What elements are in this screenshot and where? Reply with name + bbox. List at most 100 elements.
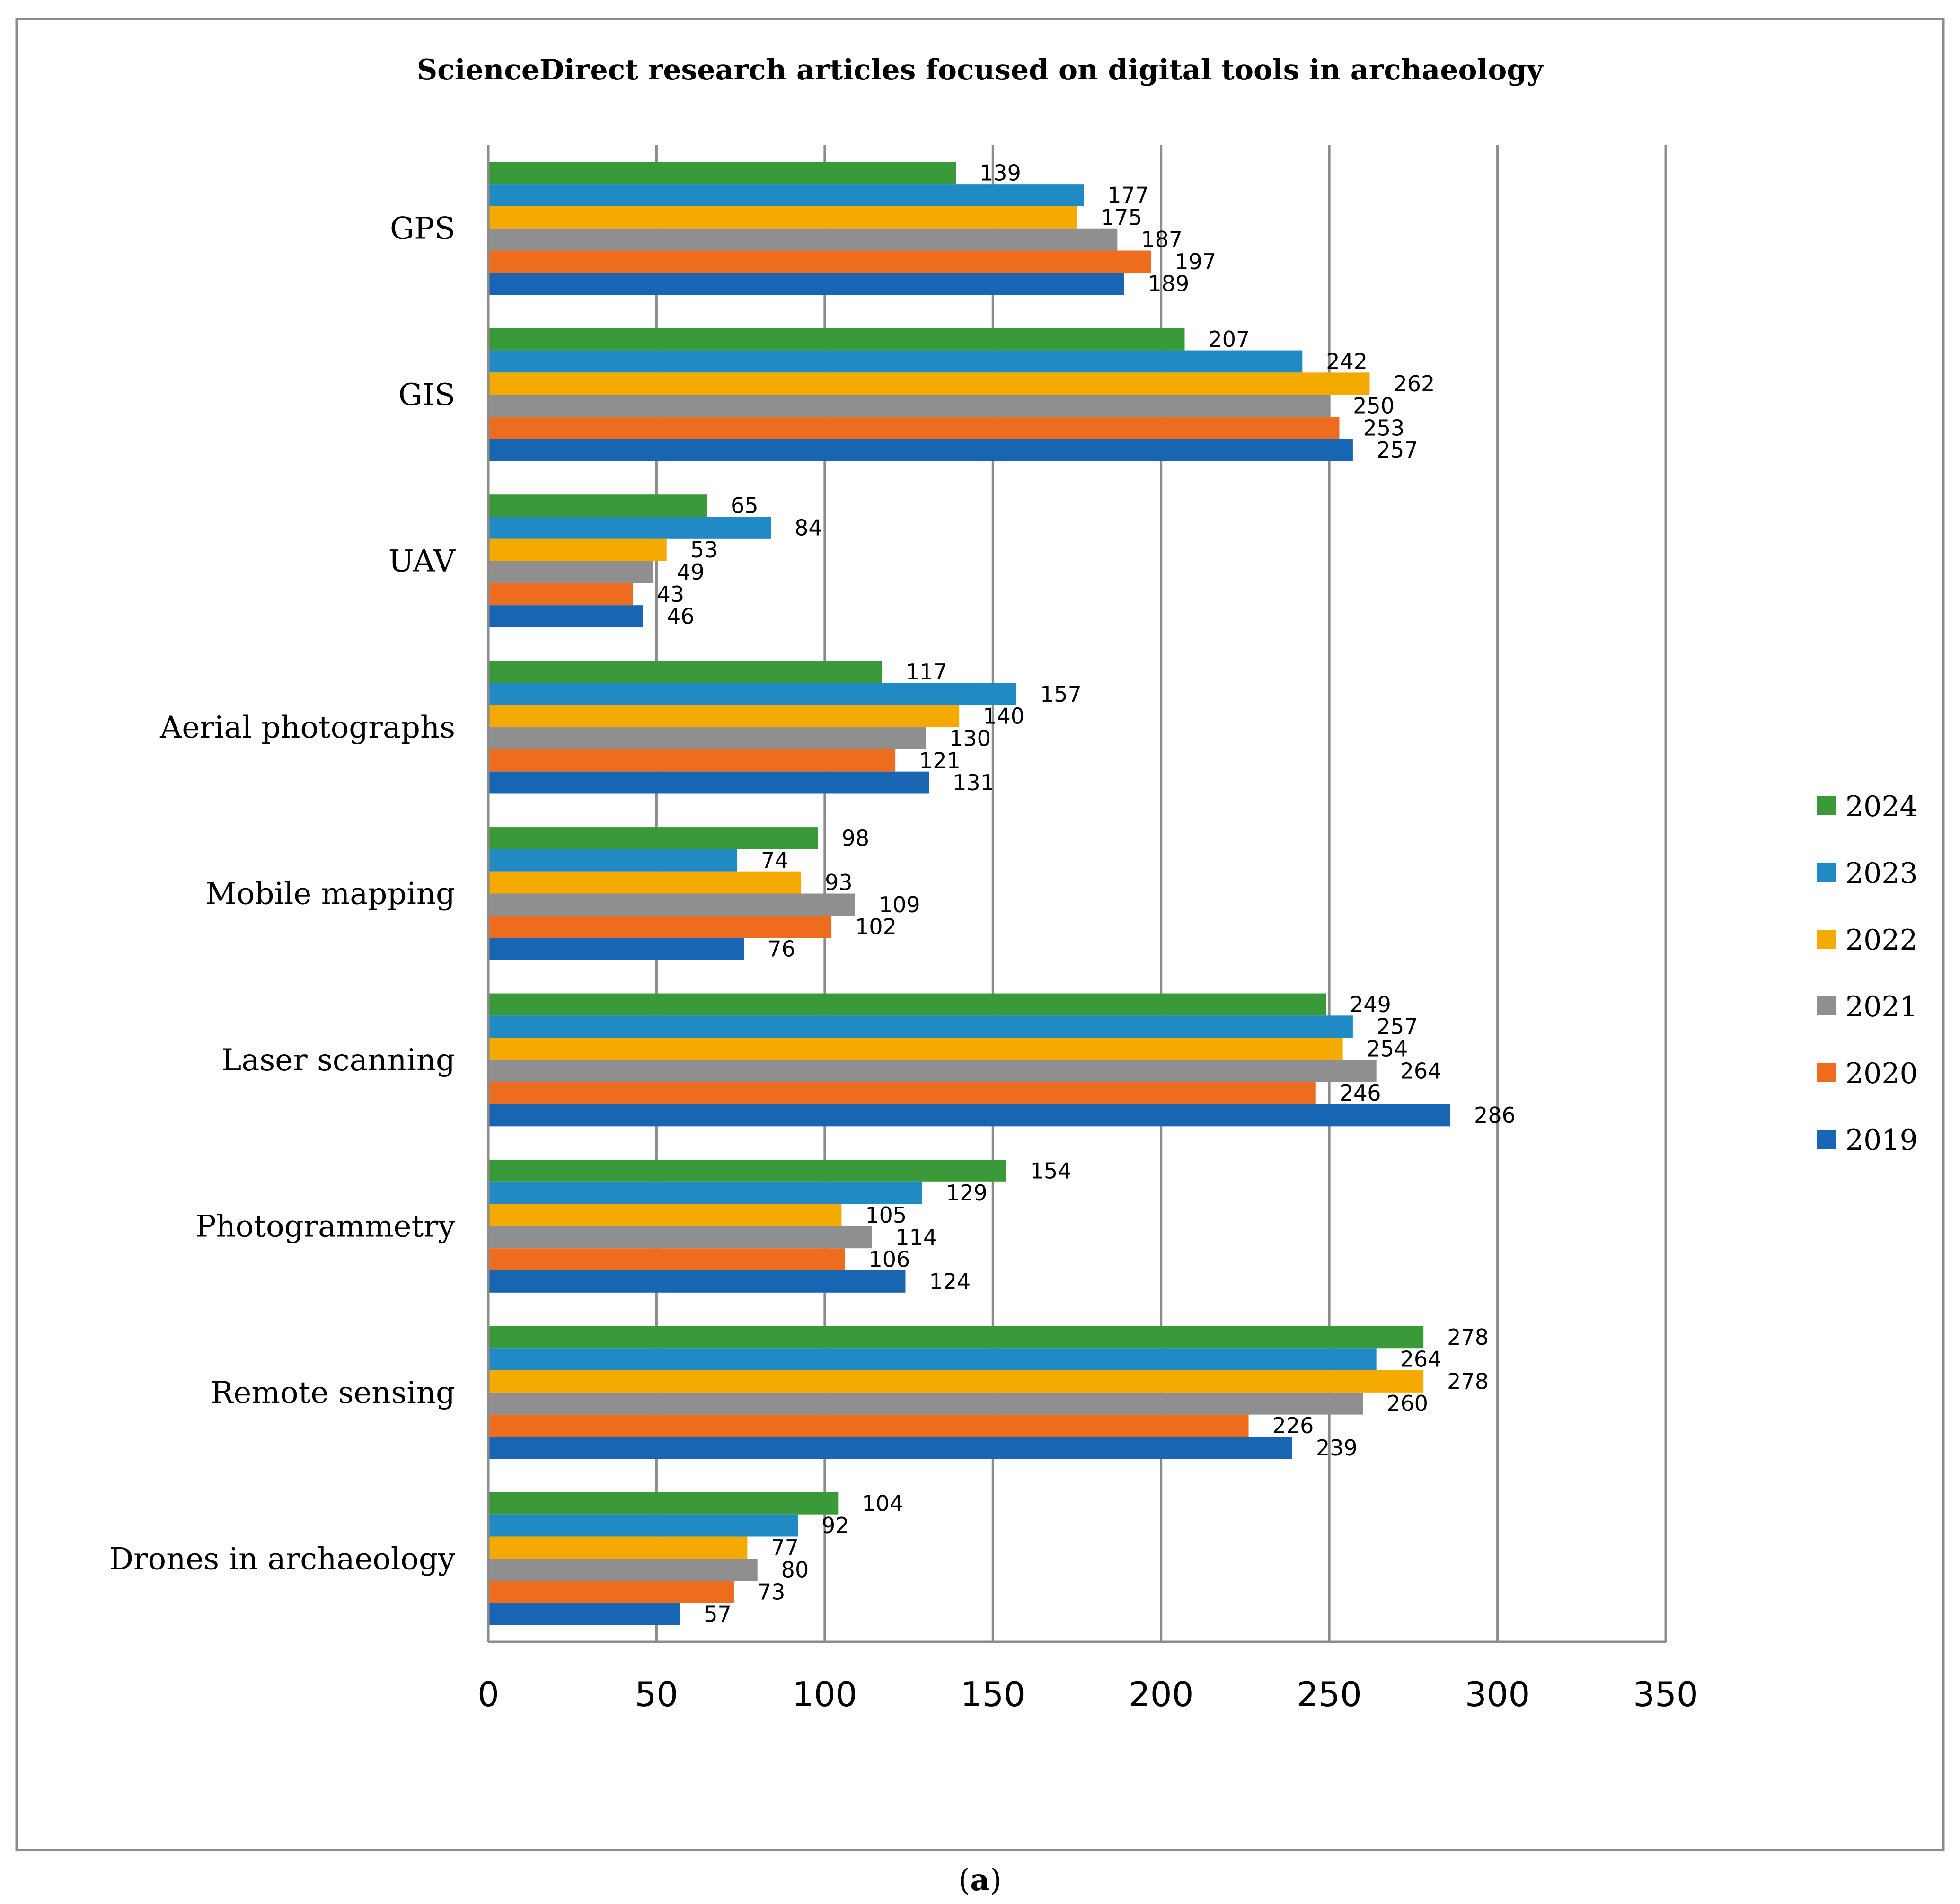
value-label-aerial-photographs-2020: 121 — [919, 748, 961, 773]
value-label-gps-2019: 189 — [1148, 271, 1190, 297]
bar-drones-in-archaeology-2019 — [488, 1603, 680, 1625]
value-label-remote-sensing-2020: 226 — [1272, 1413, 1314, 1438]
bar-remote-sensing-2022 — [488, 1370, 1424, 1393]
value-label-gis-2020: 253 — [1363, 415, 1404, 441]
legend-swatch-2022 — [1817, 930, 1836, 949]
bar-gis-2021 — [488, 395, 1330, 417]
bar-laser-scanning-2023 — [488, 1015, 1353, 1038]
value-label-photogrammetry-2024: 154 — [1030, 1158, 1072, 1183]
bar-photogrammetry-2024 — [488, 1159, 1006, 1182]
x-tick-label-0: 0 — [477, 1675, 499, 1714]
value-label-laser-scanning-2023: 257 — [1377, 1014, 1418, 1040]
x-tick-label-100: 100 — [792, 1675, 857, 1714]
value-label-uav-2022: 53 — [690, 537, 718, 563]
category-label-mobile-mapping: Mobile mapping — [205, 877, 455, 912]
value-label-gis-2019: 257 — [1377, 437, 1418, 463]
value-label-laser-scanning-2024: 249 — [1350, 992, 1391, 1017]
category-label-aerial-photographs: Aerial photographs — [159, 710, 455, 745]
bar-photogrammetry-2023 — [488, 1181, 923, 1204]
value-label-drones-in-archaeology-2019: 57 — [704, 1601, 732, 1627]
x-tick-label-150: 150 — [961, 1675, 1025, 1714]
figure-frame — [15, 18, 1945, 1851]
bar-uav-2021 — [488, 561, 653, 583]
value-label-drones-in-archaeology-2022: 77 — [771, 1535, 799, 1560]
x-tick-label-250: 250 — [1297, 1675, 1361, 1714]
bar-mobile-mapping-2024 — [488, 827, 818, 849]
bar-remote-sensing-2019 — [488, 1437, 1292, 1459]
value-label-remote-sensing-2024: 278 — [1447, 1324, 1489, 1350]
bar-drones-in-archaeology-2021 — [488, 1559, 758, 1581]
caption-open: ( — [958, 1863, 970, 1898]
legend-swatch-2024 — [1817, 796, 1836, 815]
category-label-gis: GIS — [398, 378, 455, 413]
value-label-photogrammetry-2020: 106 — [869, 1247, 910, 1272]
legend-label-2021: 2021 — [1845, 990, 1918, 1023]
value-label-remote-sensing-2019: 239 — [1316, 1435, 1358, 1461]
value-labels: 1391771751871971892072422622502532576584… — [657, 160, 1516, 1627]
bar-uav-2024 — [488, 494, 707, 517]
value-label-laser-scanning-2021: 264 — [1400, 1058, 1442, 1084]
bar-gis-2022 — [488, 372, 1370, 395]
value-label-remote-sensing-2021: 260 — [1386, 1391, 1428, 1416]
bar-aerial-photographs-2022 — [488, 705, 960, 728]
x-tick-label-350: 350 — [1633, 1675, 1698, 1714]
value-label-photogrammetry-2023: 129 — [946, 1180, 988, 1206]
legend-label-2024: 2024 — [1845, 790, 1918, 823]
caption-letter: a — [970, 1862, 989, 1898]
bar-remote-sensing-2020 — [488, 1414, 1249, 1437]
value-label-aerial-photographs-2021: 130 — [949, 725, 991, 751]
value-label-laser-scanning-2022: 254 — [1367, 1036, 1408, 1062]
value-label-photogrammetry-2022: 105 — [865, 1202, 907, 1228]
legend-label-2019: 2019 — [1845, 1124, 1918, 1157]
bar-aerial-photographs-2021 — [488, 727, 926, 749]
value-label-uav-2021: 49 — [677, 559, 705, 585]
bar-drones-in-archaeology-2023 — [488, 1514, 798, 1537]
value-label-aerial-photographs-2024: 117 — [906, 659, 947, 685]
category-label-gps: GPS — [390, 212, 455, 247]
value-label-mobile-mapping-2024: 98 — [842, 826, 870, 851]
bar-laser-scanning-2024 — [488, 993, 1326, 1016]
value-label-mobile-mapping-2023: 74 — [761, 847, 789, 873]
value-label-mobile-mapping-2019: 76 — [768, 936, 795, 962]
bar-laser-scanning-2021 — [488, 1059, 1377, 1082]
bar-gps-2023 — [488, 184, 1084, 206]
legend-swatch-2020 — [1817, 1063, 1836, 1082]
value-label-laser-scanning-2020: 246 — [1340, 1080, 1381, 1106]
bar-gps-2021 — [488, 228, 1118, 251]
legend-swatch-2019 — [1817, 1130, 1836, 1149]
value-label-drones-in-archaeology-2023: 92 — [821, 1513, 849, 1538]
value-label-photogrammetry-2021: 114 — [895, 1225, 937, 1250]
value-label-drones-in-archaeology-2021: 80 — [781, 1557, 809, 1583]
bar-photogrammetry-2020 — [488, 1248, 845, 1270]
value-label-drones-in-archaeology-2020: 73 — [758, 1579, 786, 1604]
bar-laser-scanning-2022 — [488, 1038, 1343, 1060]
bar-photogrammetry-2022 — [488, 1204, 842, 1226]
value-label-aerial-photographs-2019: 131 — [953, 770, 994, 795]
category-label-uav: UAV — [388, 544, 456, 579]
bar-drones-in-archaeology-2024 — [488, 1492, 839, 1515]
value-label-gps-2023: 177 — [1107, 183, 1149, 208]
category-label-photogrammetry: Photogrammetry — [196, 1209, 456, 1244]
value-label-gps-2021: 187 — [1141, 227, 1183, 252]
value-label-aerial-photographs-2022: 140 — [983, 704, 1024, 729]
bar-aerial-photographs-2020 — [488, 749, 896, 772]
legend: 2024 2023 2022 2021 2020 2019 — [1817, 790, 1918, 1157]
value-label-gis-2024: 207 — [1208, 326, 1250, 352]
bar-mobile-mapping-2019 — [488, 938, 744, 960]
bar-uav-2019 — [488, 605, 643, 628]
bar-uav-2022 — [488, 538, 667, 561]
bar-mobile-mapping-2020 — [488, 916, 832, 938]
category-label-drones-in-archaeology: Drones in archaeology — [109, 1542, 455, 1577]
axes: GPS GIS UAV Aerial photographs Mobile mappin… — [109, 145, 1698, 1714]
bar-aerial-photographs-2019 — [488, 771, 929, 794]
bar-mobile-mapping-2021 — [488, 893, 855, 916]
bar-uav-2023 — [488, 517, 771, 539]
x-tick-label-300: 300 — [1465, 1675, 1530, 1714]
bar-series — [488, 162, 1451, 1625]
category-label-laser-scanning: Laser scanning — [221, 1043, 455, 1078]
bar-gps-2019 — [488, 273, 1124, 295]
figure-caption: (a) — [958, 1862, 1001, 1898]
value-label-uav-2019: 46 — [667, 604, 695, 629]
value-label-remote-sensing-2022: 278 — [1447, 1368, 1489, 1394]
value-label-mobile-mapping-2020: 102 — [855, 914, 897, 940]
